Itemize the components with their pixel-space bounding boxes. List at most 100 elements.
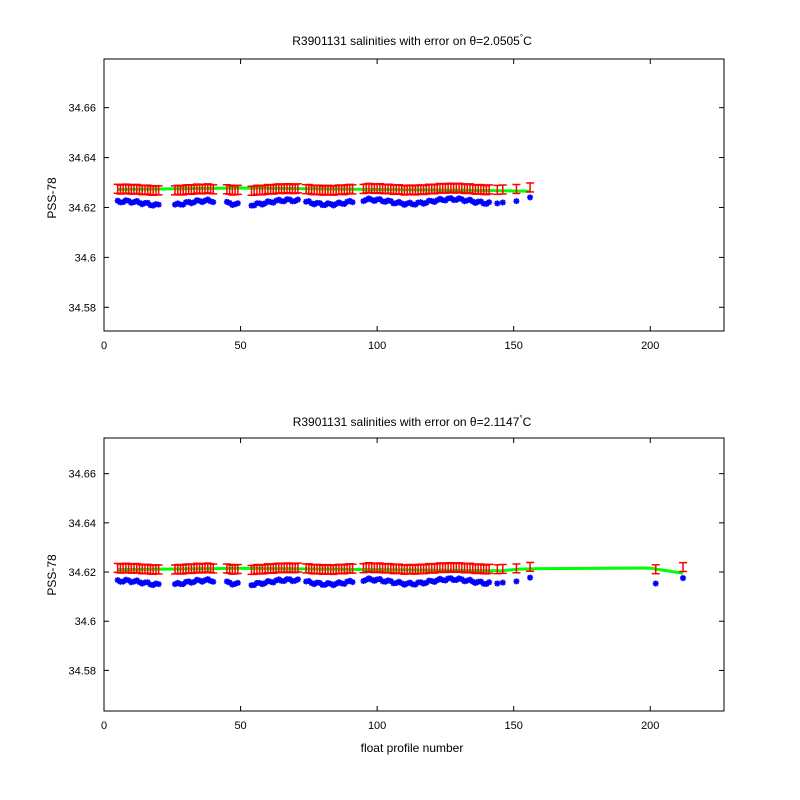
raw-salinity-point xyxy=(477,198,484,205)
raw-salinity-point xyxy=(417,579,424,586)
raw-salinity-point xyxy=(139,580,146,587)
y-tick-label: 34.58 xyxy=(68,302,96,314)
raw-salinity-point xyxy=(155,581,162,588)
raw-salinity-point xyxy=(466,576,473,583)
raw-salinity-point xyxy=(464,577,471,584)
raw-salinity-point xyxy=(150,202,157,209)
raw-salinity-point xyxy=(316,579,323,586)
raw-salinity-point xyxy=(434,197,441,204)
raw-salinity-point xyxy=(202,197,209,204)
raw-salinity-point xyxy=(436,195,443,202)
raw-salinity-point xyxy=(311,581,318,588)
raw-salinity-point xyxy=(483,581,490,588)
raw-salinity-point xyxy=(344,198,351,205)
raw-salinity-point xyxy=(442,577,449,584)
raw-salinity-point xyxy=(527,194,534,201)
raw-salinity-point xyxy=(210,578,217,585)
raw-salinity-point xyxy=(401,201,408,208)
raw-salinity-point xyxy=(494,580,501,587)
raw-salinity-point xyxy=(210,199,217,206)
raw-salinity-point xyxy=(513,578,520,585)
raw-salinity-point xyxy=(382,198,389,205)
plot-frame xyxy=(103,437,725,712)
raw-salinity-point xyxy=(207,577,214,584)
raw-salinity-point xyxy=(133,577,140,584)
raw-salinity-point xyxy=(172,201,179,208)
raw-salinity-point xyxy=(344,578,351,585)
raw-salinity-point xyxy=(188,579,195,586)
x-tick-label: 50 xyxy=(234,340,246,352)
raw-salinity-point xyxy=(172,581,179,588)
raw-salinity-point xyxy=(652,580,659,587)
raw-salinity-point xyxy=(382,578,389,585)
y-tick-label: 34.58 xyxy=(68,665,96,677)
plot-title: R3901131 salinities with error on θ=2.11… xyxy=(293,414,532,429)
raw-salinity-point xyxy=(472,580,479,587)
raw-salinity-point xyxy=(469,198,476,205)
raw-salinity-point xyxy=(256,579,263,586)
raw-salinity-point xyxy=(286,196,293,203)
raw-salinity-point xyxy=(395,578,402,585)
raw-salinity-point xyxy=(431,199,438,206)
plot-marks xyxy=(113,561,688,589)
raw-salinity-point xyxy=(371,197,378,204)
raw-salinity-point xyxy=(311,201,318,208)
raw-salinity-point xyxy=(281,198,288,205)
raw-salinity-point xyxy=(180,581,187,588)
raw-salinity-point xyxy=(270,579,277,586)
raw-salinity-point xyxy=(436,575,443,582)
raw-salinity-point xyxy=(434,577,441,584)
raw-salinity-point xyxy=(499,579,506,586)
plot-frame xyxy=(103,58,725,332)
raw-salinity-point xyxy=(477,578,484,585)
raw-salinity-point xyxy=(406,199,413,206)
raw-salinity-point xyxy=(199,578,206,585)
raw-salinity-point xyxy=(398,200,405,207)
raw-salinity-point xyxy=(204,196,211,203)
x-tick-label: 100 xyxy=(368,340,386,352)
raw-salinity-point xyxy=(458,196,465,203)
raw-salinity-point xyxy=(191,199,198,206)
raw-salinity-point xyxy=(527,574,534,581)
raw-salinity-point xyxy=(368,576,375,583)
raw-salinity-point xyxy=(346,197,353,204)
raw-salinity-point xyxy=(376,576,383,583)
raw-salinity-point xyxy=(136,579,143,586)
raw-salinity-point xyxy=(395,198,402,205)
raw-salinity-point xyxy=(335,579,342,586)
raw-salinity-point xyxy=(456,195,463,202)
raw-salinity-point xyxy=(333,580,340,587)
x-tick-label: 0 xyxy=(101,340,107,352)
y-tick-label: 34.62 xyxy=(68,202,96,214)
raw-salinity-point xyxy=(456,575,463,582)
x-tick-label: 150 xyxy=(505,340,523,352)
x-tick-label: 200 xyxy=(641,720,659,732)
raw-salinity-point xyxy=(464,197,471,204)
raw-salinity-point xyxy=(341,201,348,208)
raw-salinity-point xyxy=(251,202,258,209)
x-axis-label: float profile number xyxy=(361,741,464,755)
y-tick-label: 34.66 xyxy=(68,103,96,115)
raw-salinity-point xyxy=(387,198,394,205)
raw-salinity-point xyxy=(207,198,214,205)
raw-salinity-point xyxy=(223,198,230,205)
raw-salinity-point xyxy=(251,582,258,589)
raw-salinity-point xyxy=(308,200,315,207)
raw-salinity-point xyxy=(428,578,435,585)
raw-salinity-point xyxy=(335,199,342,206)
raw-salinity-point xyxy=(316,200,323,207)
raw-salinity-point xyxy=(417,199,424,206)
raw-salinity-point xyxy=(226,199,233,206)
raw-salinity-point xyxy=(412,201,419,208)
raw-salinity-point xyxy=(368,196,375,203)
raw-salinity-point xyxy=(330,202,337,209)
raw-salinity-point xyxy=(202,577,209,584)
raw-salinity-point xyxy=(404,580,411,587)
raw-salinity-point xyxy=(494,200,501,207)
y-axis-label: PSS-78 xyxy=(45,177,59,219)
raw-salinity-point xyxy=(308,580,315,587)
x-tick-label: 50 xyxy=(234,720,246,732)
raw-salinity-point xyxy=(133,197,140,204)
raw-salinity-point xyxy=(292,577,299,584)
